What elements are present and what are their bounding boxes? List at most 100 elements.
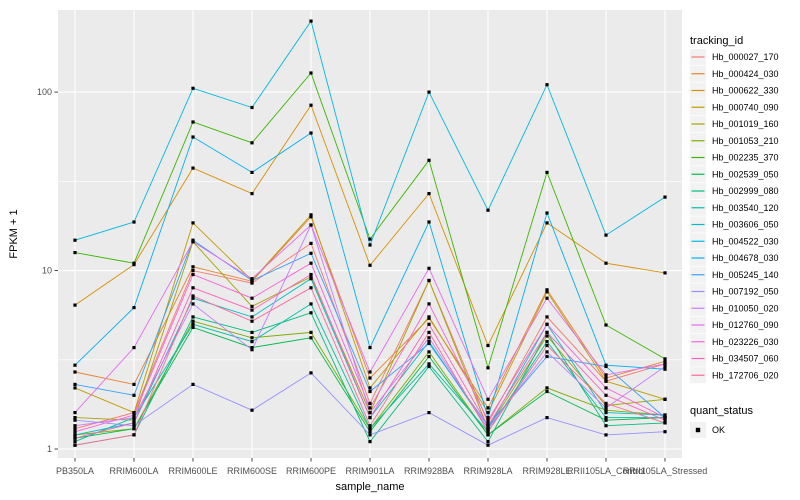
x-tick-label: PB350LA	[56, 466, 94, 476]
data-point	[427, 350, 431, 354]
data-point	[486, 343, 490, 348]
data-point	[191, 166, 195, 170]
data-point	[368, 237, 372, 241]
data-point	[604, 379, 608, 383]
data-point	[604, 376, 608, 380]
data-point	[132, 418, 136, 422]
data-point	[545, 334, 549, 338]
data-point	[132, 411, 136, 415]
data-point	[73, 382, 77, 386]
data-point	[250, 319, 254, 323]
data-point	[132, 393, 136, 397]
data-point	[486, 430, 490, 434]
data-point	[132, 413, 136, 417]
data-point	[663, 421, 667, 425]
data-point	[368, 243, 372, 247]
data-point	[427, 354, 431, 359]
data-point	[427, 330, 431, 334]
data-point	[545, 389, 549, 394]
data-point	[73, 433, 77, 437]
data-point	[545, 211, 549, 215]
data-point	[427, 90, 431, 94]
data-point	[191, 294, 195, 298]
data-point	[132, 261, 136, 265]
quant-status-ok-label: OK	[712, 425, 725, 435]
data-point	[250, 281, 254, 285]
legend-label: Hb_002539_050	[712, 169, 779, 179]
legend-label: Hb_000622_330	[712, 86, 779, 96]
legend-label: Hb_003606_050	[712, 220, 779, 230]
data-point	[73, 363, 77, 367]
data-point	[663, 430, 667, 434]
data-point	[191, 325, 195, 329]
x-tick-label: RRIM928LE	[522, 466, 571, 476]
data-point	[545, 315, 549, 319]
data-point	[250, 192, 254, 196]
data-point	[545, 221, 549, 225]
legend-label: Hb_003540_120	[712, 203, 779, 213]
data-point	[368, 376, 372, 380]
data-point	[250, 346, 254, 350]
data-point	[250, 170, 254, 174]
legend-label: Hb_004522_030	[712, 236, 779, 246]
data-point	[250, 141, 254, 145]
legend-title-quant-status: quant_status	[690, 405, 753, 417]
data-point	[73, 386, 77, 390]
data-point	[604, 323, 608, 327]
data-point	[250, 336, 254, 340]
data-point	[250, 340, 254, 344]
data-point	[604, 406, 608, 410]
data-point	[604, 416, 608, 420]
y-tick-label: 1	[47, 444, 52, 454]
data-point	[191, 240, 195, 244]
y-tick-label: 100	[37, 87, 52, 97]
data-point	[368, 389, 372, 394]
data-point	[309, 277, 313, 281]
data-point	[486, 424, 490, 428]
data-point	[486, 416, 490, 420]
data-point	[604, 364, 608, 369]
legend-label: Hb_005245_140	[712, 270, 779, 280]
data-point	[132, 220, 136, 224]
data-point	[250, 330, 254, 334]
data-point	[73, 430, 77, 434]
data-point	[132, 416, 136, 420]
x-tick-label: RRIM600SE	[227, 466, 277, 476]
data-point	[545, 290, 549, 294]
data-point	[427, 336, 431, 340]
data-point	[486, 411, 490, 415]
data-point	[191, 296, 195, 300]
data-point	[132, 427, 136, 431]
data-point	[132, 306, 136, 310]
data-point	[309, 213, 313, 217]
data-point	[427, 158, 431, 162]
data-point	[250, 408, 254, 412]
data-point	[486, 433, 490, 437]
data-point	[486, 427, 490, 431]
legend-label: Hb_002999_080	[712, 186, 779, 196]
data-point	[545, 343, 549, 348]
legend-label: Hb_001019_160	[712, 119, 779, 129]
data-point	[427, 192, 431, 196]
data-point	[73, 303, 77, 307]
data-point	[250, 278, 254, 283]
data-point	[368, 386, 372, 390]
data-point	[368, 346, 372, 350]
data-point	[368, 416, 372, 420]
x-tick-label: RRIM928LA	[463, 466, 512, 476]
data-point	[427, 362, 431, 366]
data-point	[486, 443, 490, 447]
legend-label: Hb_001053_210	[712, 136, 779, 146]
data-point	[604, 418, 608, 422]
data-point	[427, 411, 431, 415]
data-point	[73, 418, 77, 422]
data-point	[368, 406, 372, 410]
data-point	[309, 223, 313, 227]
data-point	[250, 296, 254, 300]
x-tick-label: RRIM928BA	[404, 466, 454, 476]
data-point	[663, 195, 667, 199]
data-point	[309, 275, 313, 279]
data-point	[604, 424, 608, 428]
data-point	[604, 433, 608, 437]
